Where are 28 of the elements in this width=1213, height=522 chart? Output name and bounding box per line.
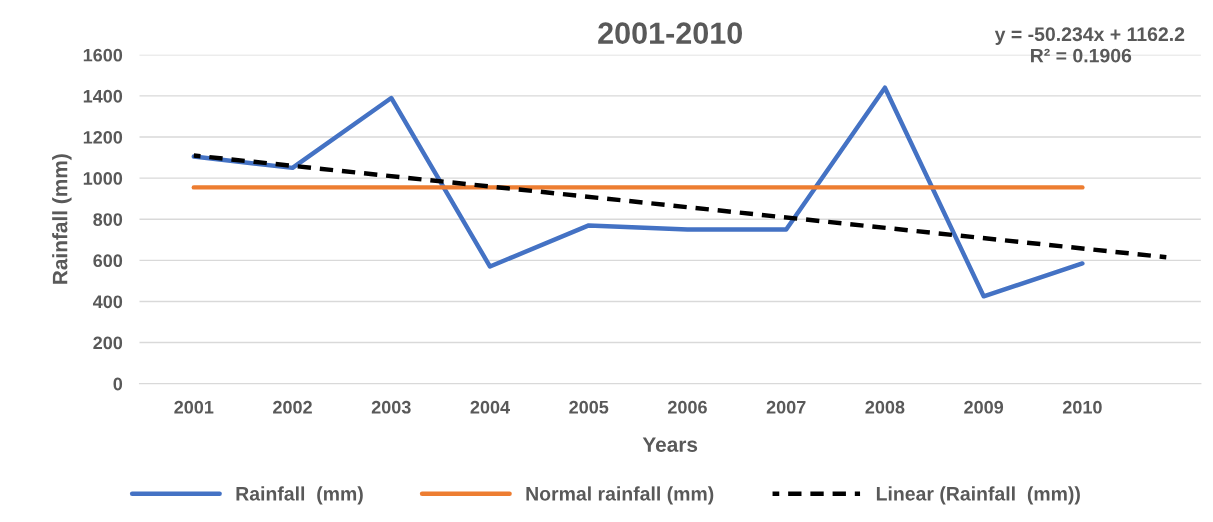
x-tick-label: 2007 bbox=[766, 400, 806, 414]
y-tick-label: 1000 bbox=[83, 172, 123, 185]
line-series bbox=[191, 85, 1085, 299]
chart-title: 2001-2010 bbox=[598, 22, 742, 44]
x-tick-label: 2008 bbox=[865, 400, 905, 414]
x-tick-label: 2001 bbox=[174, 400, 214, 414]
y-tick-label: 800 bbox=[93, 213, 123, 226]
y-tick-label: 0 bbox=[113, 377, 123, 391]
y-tick-label: 1400 bbox=[83, 89, 123, 103]
x-tick-label: 2005 bbox=[569, 400, 609, 414]
y-axis-title: Rainfall (mm) bbox=[52, 154, 72, 284]
y-tick-label: 600 bbox=[93, 254, 123, 268]
legend-label: Normal rainfall (mm) bbox=[526, 486, 714, 505]
legend-label: Rainfall (mm) bbox=[236, 486, 363, 505]
text: y = -50.234x + 1162.2 bbox=[994, 27, 1185, 45]
x-tick-label: 2003 bbox=[371, 400, 411, 414]
legend-label: Linear (Rainfall (mm)) bbox=[876, 486, 1080, 505]
x-tick-label: 2010 bbox=[1062, 400, 1102, 414]
y-tick-label: 1600 bbox=[83, 48, 123, 62]
x-tick-label: 2006 bbox=[668, 400, 707, 414]
x-tick-label: 2002 bbox=[273, 400, 312, 414]
x-tick-label: 2009 bbox=[964, 400, 1004, 414]
x-tick-label: 2004 bbox=[470, 400, 510, 414]
y-tick-label: 200 bbox=[93, 336, 123, 350]
annotation: R² = 0.1906 bbox=[1031, 48, 1132, 63]
y-tick-label: 1200 bbox=[83, 130, 123, 144]
y-tick-label: 400 bbox=[92, 295, 123, 309]
x-axis-title: Years bbox=[642, 437, 698, 452]
